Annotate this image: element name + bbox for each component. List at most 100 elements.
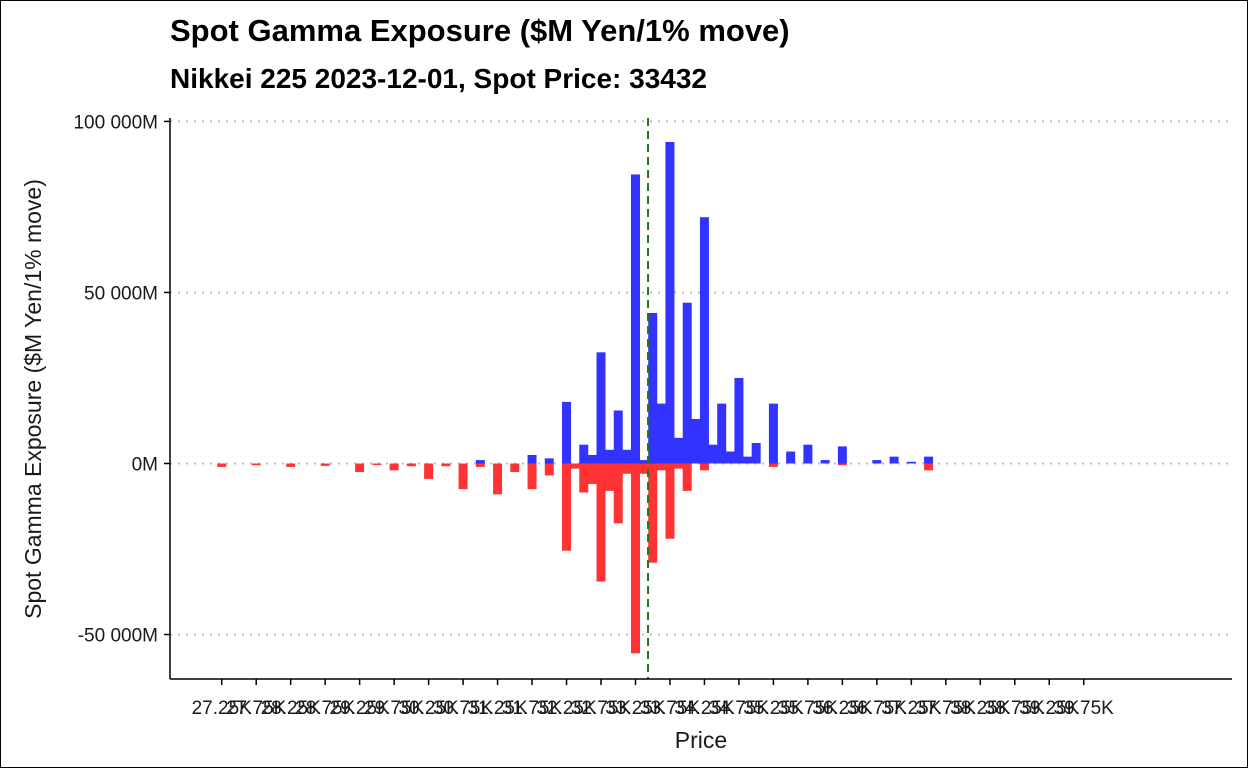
x-tick-label: 29.25K (330, 698, 391, 719)
x-tick-label: 34.25K (674, 698, 735, 719)
negative-gamma-bar (217, 463, 227, 467)
positive-gamma-bar (734, 377, 744, 464)
x-tick-label: 34.75K (709, 698, 770, 719)
negative-gamma-bar (665, 463, 675, 539)
positive-gamma-bar (587, 454, 597, 464)
y-axis-title: Spot Gamma Exposure ($M Yen/1% move) (20, 179, 46, 619)
negative-gamma-bar (579, 463, 589, 493)
y-tick-label: 0M (132, 454, 158, 475)
positive-gamma-bar (820, 460, 830, 464)
negative-gamma-bar (605, 463, 615, 491)
negative-gamma-bar (286, 463, 296, 467)
negative-gamma-bar (527, 463, 537, 490)
positive-gamma-bar (725, 451, 735, 464)
x-tick-label: 39.75K (1054, 698, 1115, 719)
negative-gamma-bar (682, 463, 692, 491)
axes (169, 118, 1232, 680)
positive-gamma-bar (605, 449, 615, 464)
x-tick-label: 32.75K (571, 698, 632, 719)
x-tick-label: 39.25K (1019, 698, 1080, 719)
negative-gamma-bar (320, 463, 330, 466)
negative-gamma-bar (656, 463, 666, 471)
positive-gamma-bar (872, 460, 882, 464)
negative-gamma-bar (613, 463, 623, 524)
negative-gamma-bar (648, 463, 658, 563)
negative-gamma-bar (837, 463, 847, 466)
x-tick-label: 27.75K (226, 698, 287, 719)
x-tick-label: 37.75K (916, 698, 977, 719)
negative-gamma-bar (596, 463, 606, 582)
x-tick-label: 28.25K (261, 698, 322, 719)
chart-subtitle: Nikkei 225 2023-12-01, Spot Price: 33432 (170, 63, 708, 94)
x-tick-label: 28.75K (295, 698, 356, 719)
positive-gamma-bar (613, 410, 623, 464)
negative-gamma-bar (622, 463, 632, 474)
positive-gamma-bar (475, 460, 485, 464)
x-tick-label: 33.25K (605, 698, 666, 719)
negative-gamma-bar (424, 463, 434, 479)
positive-gamma-bar (544, 458, 554, 464)
negative-gamma-bar (674, 463, 684, 469)
positive-gamma-bar (803, 444, 813, 464)
positive-gamma-bar (837, 446, 847, 464)
negative-gamma-bar (924, 463, 934, 471)
negative-gamma-bar (699, 463, 709, 471)
x-tick-label: 38.25K (950, 698, 1011, 719)
x-tick-label: 27.25K (192, 698, 253, 719)
y-tick-label: 100 000M (73, 112, 158, 133)
gridlines (170, 120, 1232, 636)
positive-gamma-bar (596, 352, 606, 464)
positive-gamma-bar (691, 419, 701, 464)
positive-gamma-bar (708, 444, 718, 464)
positive-gamma-bar (717, 403, 727, 464)
negative-gamma-bar (441, 463, 451, 467)
negative-gamma-bar (639, 463, 649, 474)
negative-gamma-bar (389, 463, 399, 471)
positive-gamma-bar (743, 456, 753, 464)
x-tick-label: 29.75K (364, 698, 425, 719)
negative-gamma-bar (372, 463, 382, 465)
negative-gamma-bar (630, 463, 640, 654)
negative-gamma-bar (510, 463, 520, 473)
x-tick-label: 38.75K (985, 698, 1046, 719)
positive-gamma-bar (648, 312, 658, 464)
x-tick-label: 31.75K (502, 698, 563, 719)
chart-title: Spot Gamma Exposure ($M Yen/1% move) (170, 13, 790, 48)
positive-gamma-bar (751, 442, 761, 464)
negative-gamma-bar (458, 463, 468, 490)
x-tick-label: 35.75K (778, 698, 839, 719)
y-tick-label: -50 000M (78, 626, 158, 647)
negative-gamma-bar (562, 463, 572, 551)
positive-gamma-bar (656, 403, 666, 464)
negative-gamma-bar (587, 463, 597, 485)
positive-gamma-bar (562, 401, 572, 464)
x-tick-label: 32.25K (536, 698, 597, 719)
negative-gamma-bar (251, 463, 261, 466)
positive-gamma-bar (699, 217, 709, 464)
positive-gamma-bar (639, 460, 649, 464)
negative-gamma-bar (475, 463, 485, 467)
x-tick-label: 31.25K (467, 698, 528, 719)
x-tick-label: 36.25K (812, 698, 873, 719)
x-tick-label: 37.25K (881, 698, 942, 719)
negative-gamma-bar (406, 463, 416, 467)
positive-gamma-bar (924, 456, 934, 464)
positive-gamma-bar (622, 449, 632, 464)
x-tick-label: 30.25K (398, 698, 459, 719)
positive-gamma-bar (674, 437, 684, 464)
positive-gamma-bar (579, 444, 589, 464)
positive-gamma-bar (768, 403, 778, 464)
negative-gamma-bar (493, 463, 503, 495)
positive-gamma-bar (906, 461, 916, 464)
positive-gamma-bar (786, 451, 796, 464)
y-tick-label: 50 000M (84, 283, 158, 304)
x-axis-ticks: 27.25K27.75K28.25K28.75K29.25K29.75K30.2… (192, 679, 1115, 719)
negative-gamma-bar (544, 463, 554, 476)
positive-gamma-bar (527, 454, 537, 464)
positive-gamma-bar (665, 141, 675, 464)
x-axis-title: Price (675, 727, 727, 753)
negative-gamma-bar (355, 463, 365, 473)
positive-gamma-bar (630, 174, 640, 464)
